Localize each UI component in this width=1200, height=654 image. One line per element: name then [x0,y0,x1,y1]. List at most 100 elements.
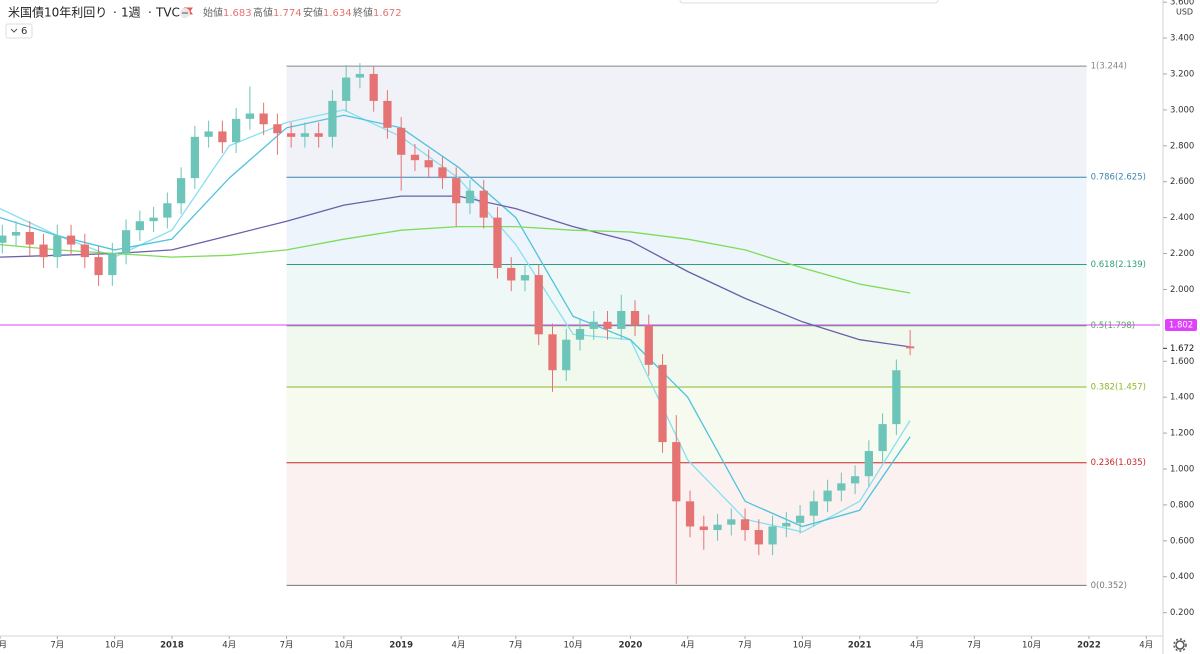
moving-average [0,225,911,294]
candle-body [204,131,213,137]
candle-body [176,178,186,204]
candle-body [163,203,172,218]
candle-body [850,476,860,484]
separator: · [148,6,152,20]
candle-body [452,178,461,204]
x-tick-label: 4月 [0,641,7,651]
ohlc-label: 高値 [253,6,273,19]
hline-label: 1.802 [1169,321,1193,331]
candle-body [754,530,763,545]
candle-body [218,131,227,143]
fib-label: 0(0.352) [1091,581,1127,591]
x-tick-label: 2020 [619,641,643,651]
candle-body [740,519,750,531]
candle-body [864,451,873,477]
x-tick-label: 7月 [738,641,752,651]
candle-body [121,230,131,254]
x-tick-label: 10月 [563,641,582,651]
x-tick-label: 7月 [967,641,981,651]
x-tick-label: 4月 [452,641,466,651]
candle-body [520,275,530,281]
candle-body [94,257,103,276]
candle-body [878,424,887,452]
y-tick-label: 3.000 [1170,105,1194,115]
x-tick-label: 4月 [910,641,924,651]
y-tick-label: 2.600 [1170,177,1194,187]
candle-body [11,231,21,236]
candle-body [369,73,378,101]
ohlc-label: 始値 [203,6,223,19]
x-tick-label: 4月 [1139,641,1153,651]
ohlc-label: 安値 [303,6,323,19]
ohlc-value: 1.683 [223,8,252,19]
ohlc-label: 終値 [353,6,373,19]
candle-body [630,310,640,326]
candle-body [699,526,708,531]
hline-label-box [1165,319,1197,332]
last-price-label: 1.672 [1170,344,1194,354]
fib-label: 0.5(1.798) [1091,321,1135,331]
chevron [10,28,18,33]
candle-body [644,325,653,365]
y-tick-label: 0.800 [1170,500,1194,510]
candle-body [809,501,818,516]
candle-body [383,100,392,128]
y-tick-label: 2.200 [1170,249,1194,259]
x-tick-label: 2018 [160,641,184,651]
ohlc-value: 1.634 [323,8,352,19]
fib-band [286,177,1087,265]
indicator-toggle[interactable] [5,23,33,39]
candle-body [823,490,832,502]
gear-icon [1175,640,1185,650]
candle-body [658,364,667,443]
indicator-count: 6 [21,26,27,37]
candle-body [507,267,516,281]
y-tick-label: 1.400 [1170,393,1194,403]
candle-body [589,321,598,329]
y-tick-label: 3.600 [1170,0,1194,8]
candle-body [25,231,34,245]
candle-body [493,217,502,268]
candle-body [562,339,571,371]
settings-button[interactable] [1173,638,1187,652]
x-tick-label: 10月 [793,641,812,651]
interval: 1週 [121,6,141,20]
top-toolbar [679,0,939,4]
ohlc-value: 1.672 [373,8,402,19]
candle-body [245,113,255,119]
y-tick-label: 3.200 [1170,69,1194,79]
x-tick-label: 2021 [848,641,872,651]
candle-body [314,133,323,137]
candle-body [548,334,557,371]
fib-label: 0.786(2.625) [1091,173,1146,183]
candle-body [534,275,543,335]
fib-label: 1(3.244) [1091,62,1127,72]
x-tick-label: 10月 [105,641,124,651]
fib-label: 0.618(2.139) [1091,260,1146,270]
y-tick-label: 2.800 [1170,141,1194,151]
moving-average [0,109,911,533]
candle-body [108,253,117,276]
y-tick-label: 1.200 [1170,429,1194,439]
candle-body [603,321,612,329]
candle-body [0,235,7,243]
candle-body [300,133,310,137]
candle-body [479,190,488,218]
candle-body [410,154,420,161]
candle-body [795,515,805,523]
y-tick-label: 0.200 [1170,608,1194,618]
y-tick-label: 1.000 [1170,465,1194,475]
candle-body [135,221,144,231]
y-tick-label: 2.400 [1170,213,1194,223]
separator: · [113,6,117,20]
candle-body [782,522,791,527]
fib-band [286,66,1087,178]
x-tick-label: 4月 [222,641,236,651]
candle-body [232,118,241,143]
x-tick-label: 2019 [389,641,413,651]
fib-band [286,325,1087,387]
candle-body [39,244,48,258]
candle-body [438,167,447,179]
